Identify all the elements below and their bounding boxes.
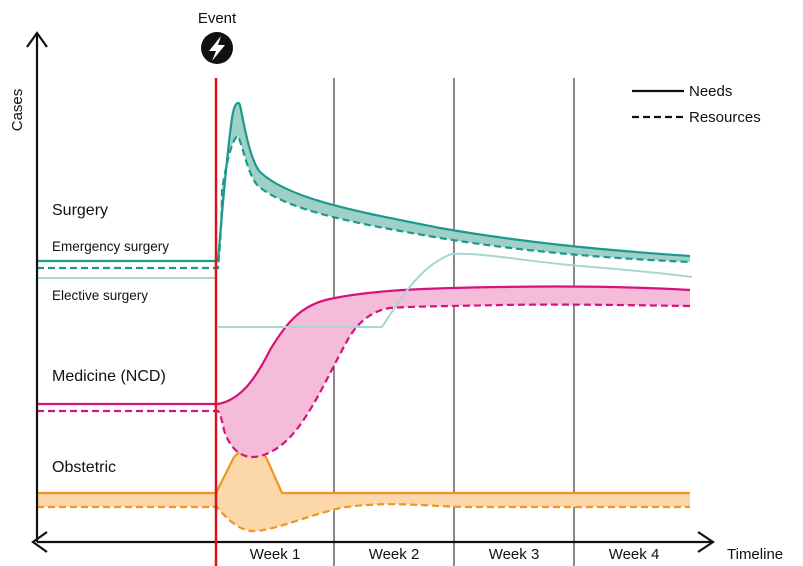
elective-surgery-label: Elective surgery	[52, 288, 148, 303]
obstetric-resources-line	[37, 503, 690, 533]
y-axis-label: Cases	[9, 89, 26, 132]
legend-needs-label: Needs	[689, 83, 732, 100]
elective-surgery-line	[37, 252, 693, 328]
x-axis-arrowhead	[697, 531, 715, 553]
obstetric-needs-line	[37, 447, 690, 495]
week-label: Week 4	[609, 546, 660, 563]
medicine-resources-line	[37, 303, 691, 459]
x-axis-left-arrowhead	[31, 531, 48, 553]
legend: Needs Resources	[632, 83, 761, 126]
obstetric-label: Obstetric	[52, 459, 116, 476]
lightning-bolt-icon	[201, 32, 233, 64]
obstetric-gap-area	[37, 448, 690, 532]
surgery-label: Surgery	[52, 202, 108, 219]
week-label: Week 3	[489, 546, 540, 563]
surgery-gap-area	[218, 102, 690, 266]
medicine-label: Medicine (NCD)	[52, 368, 166, 385]
week-label: Week 1	[250, 546, 301, 563]
medicine-gap-area	[218, 286, 690, 457]
medicine-needs-line	[37, 285, 691, 406]
legend-resources-label: Resources	[689, 109, 761, 126]
week-label: Week 2	[369, 546, 420, 563]
emergency-surgery-resources-line	[37, 134, 691, 270]
y-axis-arrowhead	[26, 31, 48, 48]
x-axis-label: Timeline	[727, 546, 783, 563]
emergency-surgery-needs-line	[37, 101, 691, 263]
emergency-surgery-label: Emergency surgery	[52, 239, 169, 254]
event-label: Event	[198, 10, 237, 27]
